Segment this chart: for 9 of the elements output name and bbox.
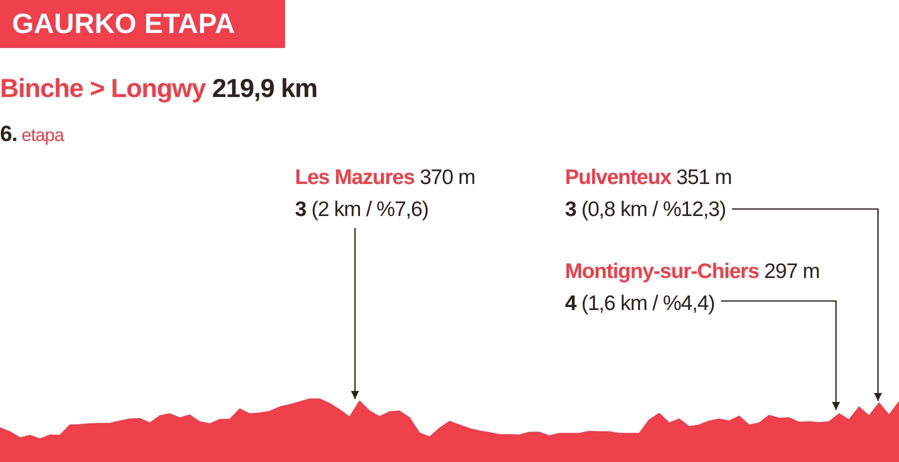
text: 3 (0,8 km / %12,3) <box>565 198 726 221</box>
text: Pulventeux 351 m <box>565 166 732 189</box>
text: Les Mazures 370 m <box>295 166 476 189</box>
text: 6. etapa <box>0 121 64 146</box>
text: 4 (1,6 km / %4,4) <box>565 292 715 315</box>
chart-subtitle: Binche > Longwy 219,9 km <box>0 73 318 103</box>
text: Montigny-sur-Chiers 297 m <box>565 260 820 283</box>
chart-title: GAURKO ETAPA <box>0 0 285 48</box>
text: 3 (2 km / %7,6) <box>295 198 428 221</box>
